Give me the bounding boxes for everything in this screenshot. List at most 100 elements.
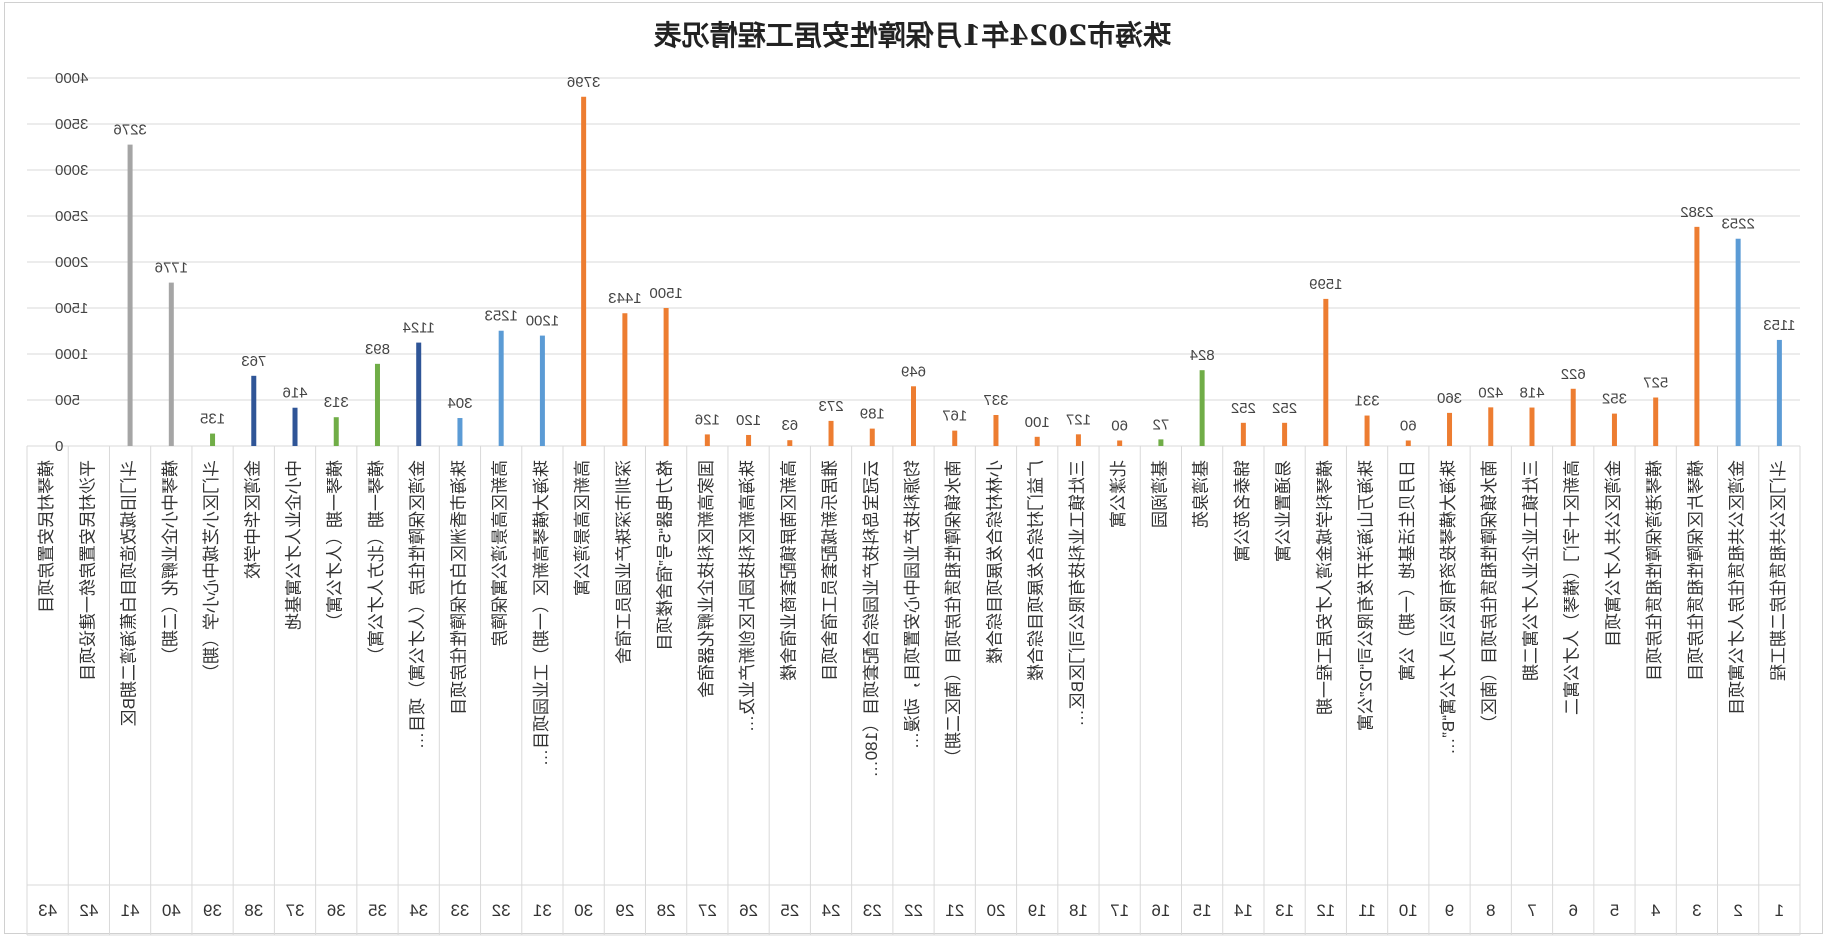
bar <box>663 308 669 446</box>
bar <box>1240 422 1246 446</box>
index-label: 37 <box>286 901 305 920</box>
bar <box>292 407 298 446</box>
data-label: 420 <box>1478 384 1503 401</box>
bar <box>416 342 422 446</box>
category-label: 珠海市香洲区白石保障性住房项目 <box>449 460 468 715</box>
data-label: 252 <box>1231 400 1256 417</box>
index-label: 13 <box>1275 901 1294 920</box>
data-label: 1443 <box>608 290 641 307</box>
data-label: 100 <box>1025 414 1050 431</box>
index-label: 42 <box>79 901 98 920</box>
bar <box>1364 415 1370 446</box>
bar <box>1529 407 1535 446</box>
category-label: 横琴一期（人才公寓） <box>326 460 345 630</box>
index-label: 32 <box>492 901 511 920</box>
data-label: 63 <box>781 417 798 434</box>
y-tick-label: 1000 <box>55 346 88 363</box>
category-label: 高新区十字门（横琴）人才公寓二 <box>1563 460 1582 715</box>
index-label: 28 <box>657 901 676 920</box>
y-tick-label: 3000 <box>55 162 88 179</box>
category-label: 日月贝生活基地（一期）公寓 <box>1398 460 1417 681</box>
y-tick-label: 4000 <box>55 70 88 87</box>
index-label: 27 <box>698 901 717 920</box>
data-label: 126 <box>695 411 720 428</box>
bar <box>457 418 463 446</box>
data-label: 1500 <box>649 285 682 302</box>
category-label: 珠海大横琴投资有限公司人才公寓“B”… <box>1439 460 1458 755</box>
data-label: 1200 <box>526 313 559 330</box>
category-label: 小林村综合发展项目综合楼 <box>985 460 1004 664</box>
bar <box>1405 440 1411 446</box>
y-tick-label: 2500 <box>55 208 88 225</box>
index-label: 5 <box>1610 901 1619 920</box>
data-label: 2382 <box>1680 204 1713 221</box>
category-label: 横琴一期（北方人才公寓） <box>367 460 386 664</box>
index-label: 24 <box>822 901 841 920</box>
bar <box>869 428 875 446</box>
y-tick-label: 500 <box>55 392 80 409</box>
category-label: 金湾区公共租赁住房人才公寓项目 <box>1728 460 1747 715</box>
data-label: 1153 <box>1763 317 1795 334</box>
index-label: 40 <box>162 901 181 920</box>
data-label: 893 <box>365 341 390 358</box>
category-label: 格力电器“5号”宿舍楼项目 <box>656 460 675 651</box>
bar <box>127 144 133 446</box>
category-label: 北漾公寓 <box>1109 460 1128 528</box>
index-label: 9 <box>1445 901 1454 920</box>
data-label: 167 <box>942 408 967 425</box>
data-label: 3276 <box>113 122 146 139</box>
bar <box>993 414 999 446</box>
index-label: 41 <box>121 901 140 920</box>
category-label: 三灶镇工业企业人才公寓二期 <box>1521 460 1540 681</box>
category-label: 南水镇保障性租赁住房项目（南区二期） <box>944 460 963 766</box>
category-label: 基湾泉苑 <box>1192 460 1211 528</box>
index-label: 22 <box>904 901 923 920</box>
category-label: 横琴村民安置房项目 <box>37 460 56 613</box>
bar <box>210 433 216 446</box>
bar <box>251 375 257 446</box>
data-label: 252 <box>1272 400 1297 417</box>
data-label: 824 <box>1190 347 1215 364</box>
gridlines <box>26 77 1801 936</box>
index-label: 18 <box>1069 901 1088 920</box>
data-label: 304 <box>447 395 472 412</box>
data-label: 1776 <box>155 260 188 277</box>
data-label: 1599 <box>1309 276 1342 293</box>
data-label: 2253 <box>1721 216 1754 233</box>
category-label: 国家高新区科技企业孵化器宿舍 <box>697 460 716 698</box>
bar <box>622 313 628 446</box>
data-label: 60 <box>1400 417 1417 434</box>
data-label: 135 <box>200 411 225 428</box>
bar <box>1653 397 1659 446</box>
index-label: 10 <box>1399 901 1418 920</box>
category-label: 中小企业人才公寓基地 <box>284 460 303 630</box>
bar <box>374 363 380 446</box>
y-tick-label: 0 <box>55 438 63 455</box>
index-label: 19 <box>1028 901 1047 920</box>
y-tick-label: 3500 <box>55 116 88 133</box>
category-label: 高新区高景湾公寓 <box>573 460 592 596</box>
data-label: 60 <box>1111 417 1128 434</box>
data-label: 649 <box>901 363 926 380</box>
category-label: 金湾区公共人才公寓项目 <box>1604 460 1623 647</box>
bar <box>952 430 958 446</box>
data-label: 337 <box>983 392 1008 409</box>
bar <box>581 96 587 446</box>
index-label: 8 <box>1486 901 1495 920</box>
index-label: 16 <box>1151 901 1170 920</box>
bars <box>127 96 1782 446</box>
index-label: 21 <box>945 901 964 920</box>
index-label: 39 <box>203 901 222 920</box>
bar <box>1570 388 1576 446</box>
index-label: 6 <box>1568 901 1577 920</box>
index-label: 23 <box>863 901 882 920</box>
index-label: 4 <box>1651 901 1660 920</box>
index-label: 38 <box>244 901 263 920</box>
category-label: 横琴中小企业孵化（二期） <box>161 460 180 664</box>
category-label: 雅居乐新城配套员工宿舍项目 <box>821 460 840 681</box>
y-tick-label: 2000 <box>55 254 88 271</box>
index-label: 2 <box>1733 901 1742 920</box>
index-label: 35 <box>368 901 387 920</box>
index-label: 33 <box>450 901 469 920</box>
bar <box>1282 422 1288 446</box>
